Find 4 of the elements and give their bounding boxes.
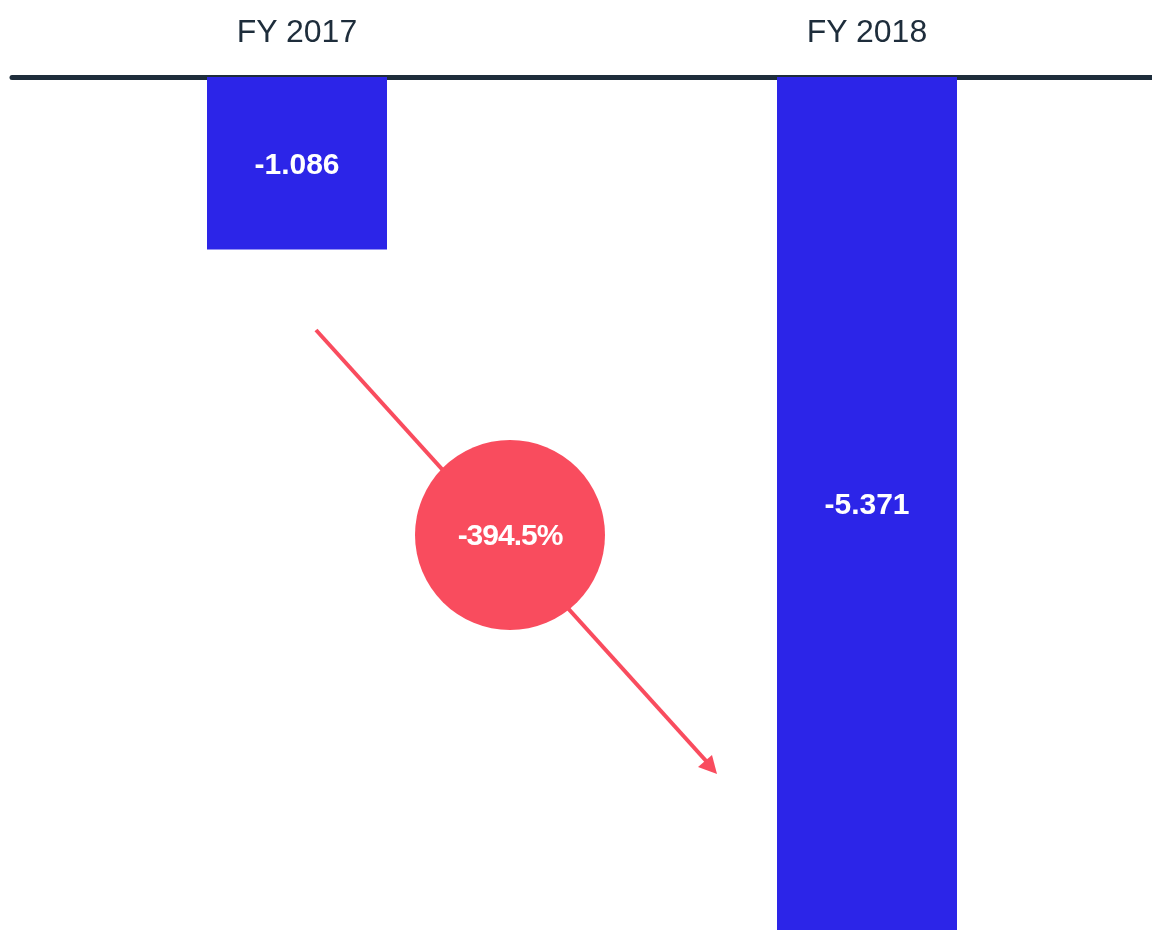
x-tick-label: FY 2017	[236, 13, 358, 49]
data-label: -1.086	[254, 146, 340, 180]
x-tick-label: FY 2018	[806, 13, 928, 49]
data-label: -5.371	[824, 487, 910, 520]
